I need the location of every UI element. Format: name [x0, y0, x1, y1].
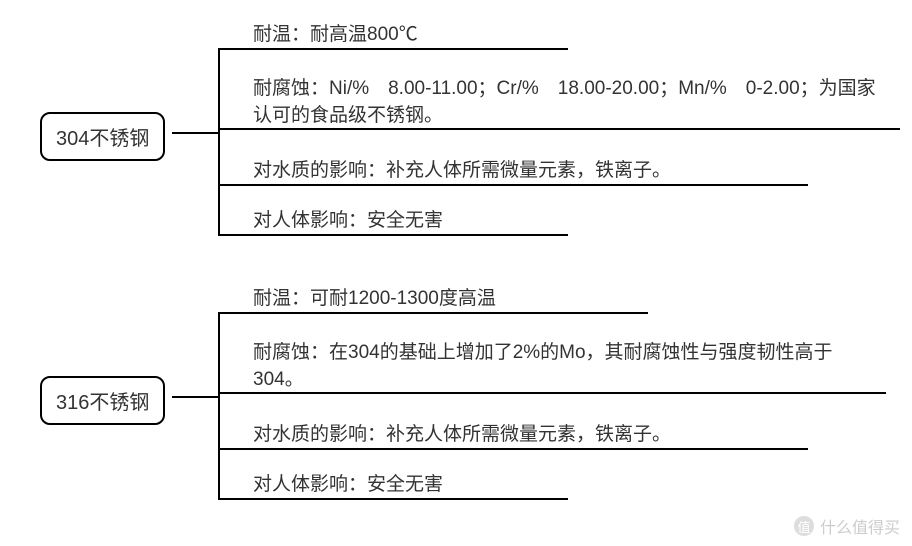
- child-text: 耐温：耐高温800℃: [253, 22, 873, 49]
- connector: [218, 498, 248, 500]
- underline: [248, 392, 886, 394]
- connector: [218, 184, 248, 186]
- child-text: 对水质的影响：补充人体所需微量元素，铁离子。: [253, 158, 873, 185]
- connector: [172, 396, 220, 398]
- root-node-316: 316不锈钢: [40, 376, 165, 425]
- watermark-text: 什么值得买: [820, 514, 900, 538]
- connector: [218, 48, 220, 234]
- child-text: 对人体影响：安全无害: [253, 208, 873, 235]
- connector: [218, 392, 248, 394]
- child-text: 耐腐蚀：Ni/% 8.00-11.00；Cr/% 18.00-20.00；Mn/…: [253, 76, 883, 129]
- child-text: 耐温：可耐1200-1300度高温: [253, 286, 873, 313]
- connector: [218, 448, 248, 450]
- underline: [248, 448, 808, 450]
- underline: [248, 312, 648, 314]
- child-text: 耐腐蚀：在304的基础上增加了2%的Mo，其耐腐蚀性与强度韧性高于304。: [253, 340, 853, 393]
- connector: [218, 312, 248, 314]
- child-text: 对人体影响：安全无害: [253, 472, 873, 499]
- connector: [218, 312, 220, 498]
- child-text: 对水质的影响：补充人体所需微量元素，铁离子。: [253, 422, 873, 449]
- underline: [248, 48, 568, 50]
- root-node-304: 304不锈钢: [40, 112, 165, 161]
- watermark-icon: 值: [794, 516, 814, 536]
- connector: [172, 132, 220, 134]
- underline: [248, 184, 808, 186]
- underline: [248, 234, 568, 236]
- connector: [218, 48, 248, 50]
- watermark: 值 什么值得买: [794, 514, 900, 538]
- connector: [218, 234, 248, 236]
- underline: [248, 498, 568, 500]
- connector: [218, 128, 248, 130]
- underline: [248, 128, 900, 130]
